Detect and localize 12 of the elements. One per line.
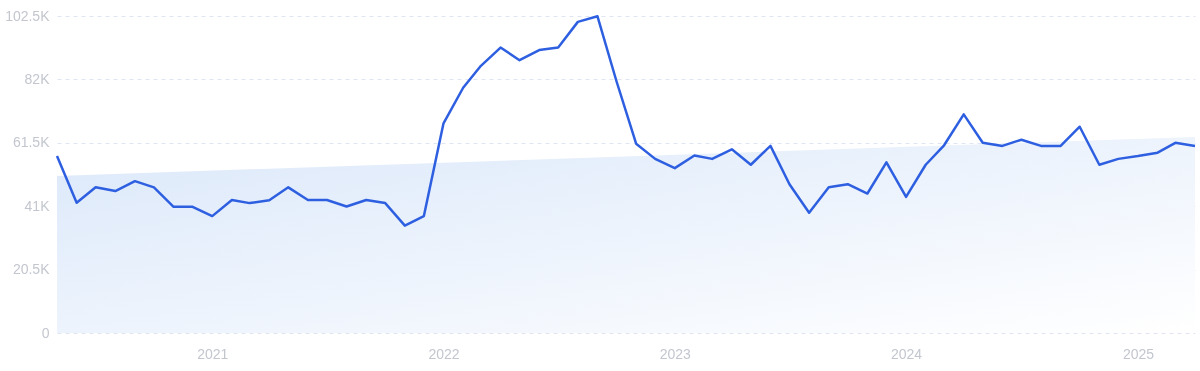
y-tick-label: 102.5K [5,7,51,24]
y-tick-label: 82K [24,70,51,87]
y-tick-label: 41K [24,197,51,214]
x-tick-label: 2024 [890,345,923,362]
x-tick-label: 2023 [659,345,692,362]
x-tick-label: 2025 [1122,345,1155,362]
x-tick-label: 2022 [428,345,460,362]
y-tick-label: 20.5K [12,261,51,278]
y-tick-label: 0 [41,324,50,341]
line-series [55,15,1197,227]
x-tick-label: 2021 [197,345,229,362]
y-tick-label: 61.5K [12,134,51,151]
